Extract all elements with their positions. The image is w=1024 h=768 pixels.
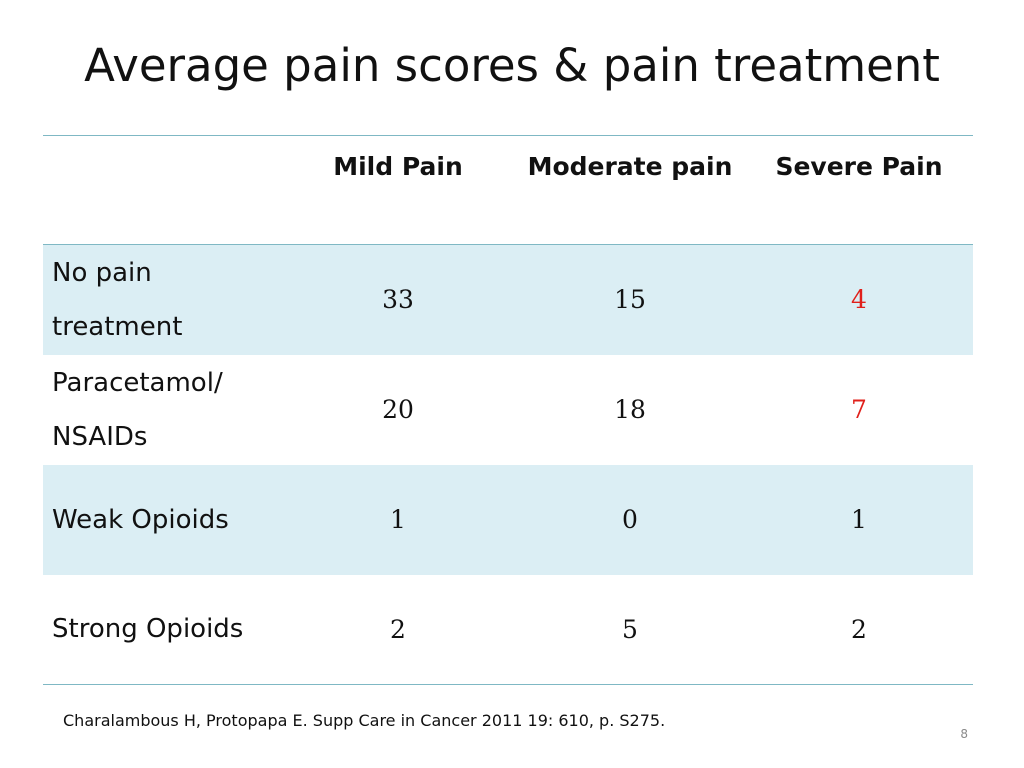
- cell-severe: 7: [851, 395, 867, 424]
- cell-moderate: 18: [614, 395, 646, 424]
- table-row: Paracetamol/ NSAIDs 20 18 7: [43, 355, 973, 465]
- header-mild-pain: Mild Pain: [333, 152, 463, 181]
- cell-mild: 2: [390, 614, 406, 644]
- cell-severe: 1: [851, 505, 867, 534]
- cell-severe: 2: [851, 614, 867, 644]
- cell-moderate: 5: [622, 614, 638, 644]
- pain-treatment-table: Mild Pain Moderate pain Severe Pain No p…: [43, 135, 973, 685]
- table-row: No pain treatment 33 15 4: [43, 244, 973, 355]
- cell-mild: 1: [390, 505, 406, 534]
- cell-mild: 33: [382, 285, 414, 315]
- header-severe-pain: Severe Pain: [775, 152, 943, 181]
- cell-moderate: 0: [622, 505, 638, 534]
- citation-footnote: Charalambous H, Protopapa E. Supp Care i…: [63, 711, 666, 730]
- cell-mild: 20: [382, 395, 414, 424]
- slide-number: 8: [960, 727, 968, 741]
- header-cell-empty: [43, 136, 281, 245]
- cell-moderate: 15: [614, 285, 646, 315]
- slide-title: Average pain scores & pain treatment: [84, 39, 940, 92]
- table-row: Strong Opioids 2 5 2: [43, 575, 973, 685]
- row-label-weak-opioids: Weak Opioids: [52, 504, 229, 535]
- header-moderate-pain: Moderate pain: [527, 152, 733, 181]
- table-header-row: Mild Pain Moderate pain Severe Pain: [43, 135, 973, 245]
- cell-severe: 4: [851, 285, 867, 315]
- row-label-paracetamol-nsaids: Paracetamol/ NSAIDs: [52, 367, 223, 452]
- table-row: Weak Opioids 1 0 1: [43, 464, 973, 575]
- row-label-no-pain-treatment: No pain treatment: [52, 257, 183, 342]
- row-label-strong-opioids: Strong Opioids: [52, 614, 244, 645]
